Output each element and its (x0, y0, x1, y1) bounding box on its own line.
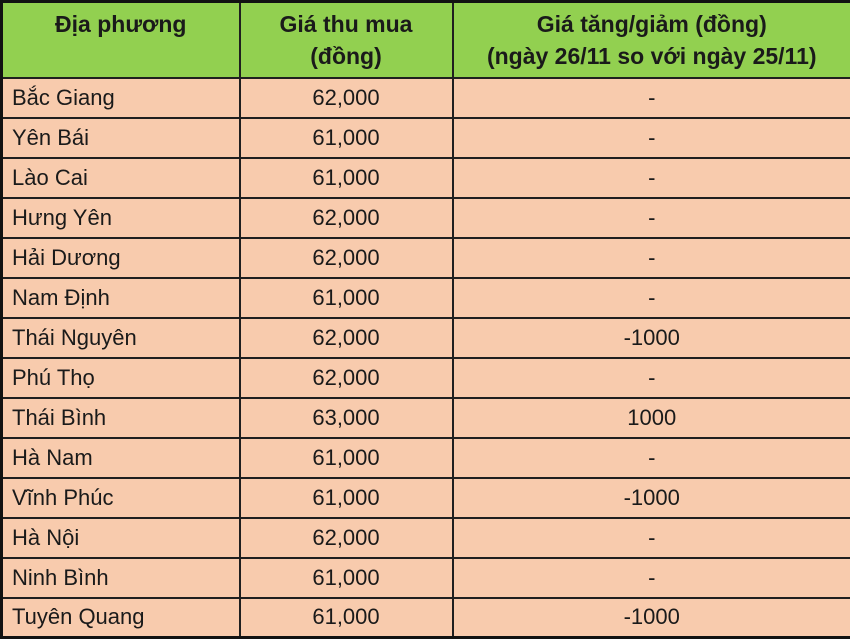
header-change: Giá tăng/giảm (đồng) (ngày 26/11 so với … (453, 2, 850, 78)
table-row: Ninh Bình 61,000 - (2, 558, 850, 598)
province-cell: Lào Cai (2, 158, 240, 198)
change-cell: - (453, 198, 850, 238)
change-cell: - (453, 438, 850, 478)
price-cell: 61,000 (240, 438, 453, 478)
table-row: Hà Nam 61,000 - (2, 438, 850, 478)
province-cell: Hà Nội (2, 518, 240, 558)
table-row: Hải Dương 62,000 - (2, 238, 850, 278)
change-cell: -1000 (453, 318, 850, 358)
header-price: Giá thu mua (đồng) (240, 2, 453, 78)
table-row: Hà Nội 62,000 - (2, 518, 850, 558)
header-row: Địa phương Giá thu mua (đồng) Giá tăng/g… (2, 2, 850, 78)
header-province: Địa phương (2, 2, 240, 78)
table-row: Nam Định 61,000 - (2, 278, 850, 318)
header-province-line1: Địa phương (4, 8, 238, 40)
table-row: Yên Bái 61,000 - (2, 118, 850, 158)
change-cell: -1000 (453, 478, 850, 518)
province-cell: Nam Định (2, 278, 240, 318)
price-cell: 62,000 (240, 198, 453, 238)
price-cell: 62,000 (240, 318, 453, 358)
change-cell: 1000 (453, 398, 850, 438)
price-cell: 62,000 (240, 238, 453, 278)
change-cell: - (453, 358, 850, 398)
province-cell: Tuyên Quang (2, 598, 240, 638)
table-row: Thái Nguyên 62,000 -1000 (2, 318, 850, 358)
province-cell: Hải Dương (2, 238, 240, 278)
table-row: Phú Thọ 62,000 - (2, 358, 850, 398)
price-cell: 61,000 (240, 158, 453, 198)
table-row: Hưng Yên 62,000 - (2, 198, 850, 238)
price-cell: 62,000 (240, 78, 453, 118)
table-row: Thái Bình 63,000 1000 (2, 398, 850, 438)
province-cell: Vĩnh Phúc (2, 478, 240, 518)
header-price-line1: Giá thu mua (242, 8, 451, 40)
province-cell: Thái Bình (2, 398, 240, 438)
change-cell: -1000 (453, 598, 850, 638)
table-row: Vĩnh Phúc 61,000 -1000 (2, 478, 850, 518)
header-change-line2: (ngày 26/11 so với ngày 25/11) (455, 40, 850, 72)
price-cell: 61,000 (240, 278, 453, 318)
change-cell: - (453, 118, 850, 158)
province-cell: Hưng Yên (2, 198, 240, 238)
price-cell: 62,000 (240, 358, 453, 398)
province-cell: Ninh Bình (2, 558, 240, 598)
change-cell: - (453, 518, 850, 558)
price-cell: 61,000 (240, 558, 453, 598)
price-cell: 63,000 (240, 398, 453, 438)
province-cell: Phú Thọ (2, 358, 240, 398)
change-cell: - (453, 158, 850, 198)
header-change-line1: Giá tăng/giảm (đồng) (455, 8, 850, 40)
change-cell: - (453, 558, 850, 598)
change-cell: - (453, 278, 850, 318)
table-row: Lào Cai 61,000 - (2, 158, 850, 198)
province-cell: Yên Bái (2, 118, 240, 158)
price-cell: 61,000 (240, 118, 453, 158)
change-cell: - (453, 78, 850, 118)
province-cell: Hà Nam (2, 438, 240, 478)
table-row: Bắc Giang 62,000 - (2, 78, 850, 118)
table-row: Tuyên Quang 61,000 -1000 (2, 598, 850, 638)
change-cell: - (453, 238, 850, 278)
price-cell: 61,000 (240, 478, 453, 518)
province-cell: Thái Nguyên (2, 318, 240, 358)
province-cell: Bắc Giang (2, 78, 240, 118)
price-cell: 61,000 (240, 598, 453, 638)
header-price-line2: (đồng) (242, 40, 451, 72)
price-cell: 62,000 (240, 518, 453, 558)
